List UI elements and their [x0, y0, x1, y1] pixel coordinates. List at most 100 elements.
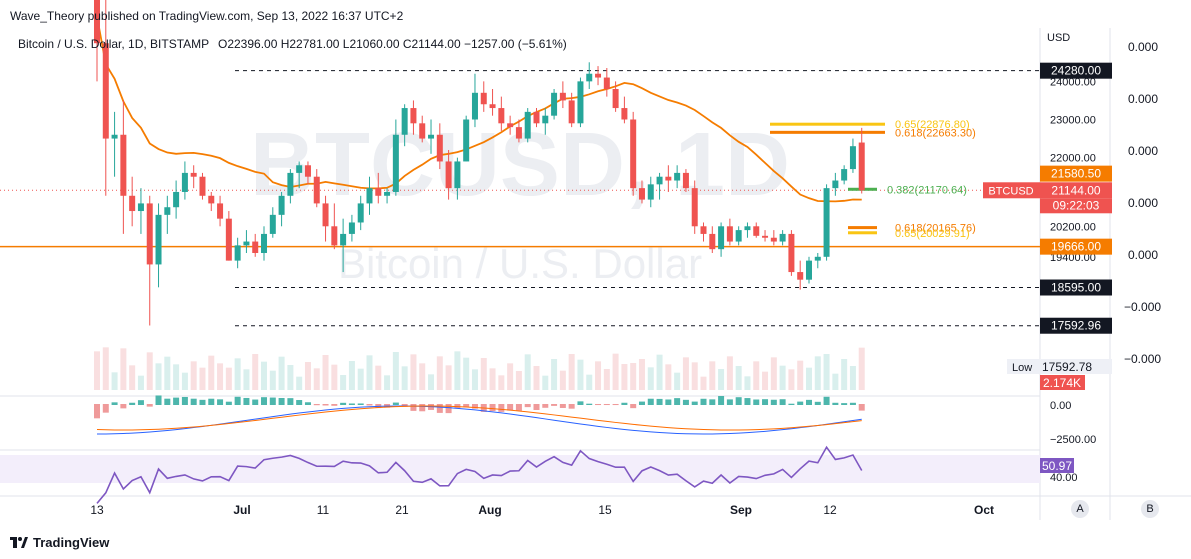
candle-body [384, 191, 391, 196]
candle-body [841, 169, 848, 181]
candle-body [173, 191, 180, 208]
macd-histogram-bar [718, 396, 725, 405]
candle-body [498, 108, 505, 124]
volume-bar [595, 361, 602, 390]
macd-histogram-bar [278, 397, 285, 405]
macd-histogram-bar [621, 402, 628, 405]
candle-body [410, 108, 417, 124]
volume-bar [726, 356, 733, 390]
volume-bar [832, 373, 839, 390]
macd-histogram-bar [805, 399, 812, 405]
macd-histogram-bar [700, 398, 707, 405]
volume-bar [849, 366, 856, 390]
volume-bar [190, 361, 197, 390]
tradingview-icon [10, 537, 28, 548]
price-level-tag [1040, 317, 1112, 334]
volume-bar [471, 369, 478, 390]
volume-bar [498, 375, 505, 390]
auto-scale-button[interactable]: A [1071, 500, 1089, 518]
macd-histogram-bar [436, 404, 443, 413]
macd-histogram-bar [559, 404, 566, 408]
macd-histogram-bar [445, 404, 452, 414]
candle-body [603, 77, 610, 89]
candle-body [480, 92, 487, 105]
candle-body [225, 218, 232, 261]
candle-body [419, 123, 426, 139]
candle-body [331, 226, 338, 246]
volume-bar [278, 356, 285, 390]
macd-histogram-bar [779, 399, 786, 405]
macd-histogram-bar [225, 401, 232, 405]
macd-histogram-bar [770, 399, 777, 405]
macd-histogram-bar [709, 399, 716, 405]
volume-bar [524, 354, 531, 390]
candle-body [797, 272, 804, 280]
candle-body [348, 222, 355, 234]
candle-body [471, 92, 478, 120]
tradingview-logo[interactable]: TradingView [10, 535, 109, 550]
moving-average-line [96, 16, 862, 203]
candle-body [832, 180, 839, 189]
currency-label[interactable]: USD [1047, 32, 1071, 44]
candle-body [463, 119, 470, 162]
volume-bar [419, 363, 426, 390]
candle-body [287, 172, 294, 196]
candle-body [94, 0, 100, 44]
macd-histogram-bar [296, 400, 303, 405]
macd-histogram-bar [691, 401, 698, 405]
volume-bar [296, 376, 303, 390]
volume-bar [463, 357, 470, 390]
volume-bar [269, 370, 276, 390]
log-scale-button[interactable]: B [1141, 500, 1159, 518]
macd-line [96, 405, 862, 435]
candle-body [340, 233, 347, 246]
macd-histogram-bar [252, 399, 259, 405]
volume-bar [770, 357, 777, 390]
macd-histogram-bar [841, 403, 848, 405]
fib-level-bar [770, 130, 885, 134]
volume-bar [709, 361, 716, 390]
volume-bar [137, 375, 144, 390]
macd-histogram-bar [331, 404, 338, 406]
brand-name: TradingView [33, 535, 110, 550]
macd-histogram-bar [823, 396, 830, 405]
symbol-tag-label: BTCUSD [988, 185, 1033, 197]
macd-histogram-bar [111, 402, 118, 405]
volume-bar [366, 355, 373, 390]
volume-bar [638, 359, 645, 390]
candle-body [515, 127, 522, 139]
candle-body [691, 188, 698, 227]
candle-body [726, 226, 733, 242]
symbol-title: Bitcoin / U.S. Dollar, 1D, BITSTAMP [18, 37, 210, 51]
candle-body [656, 176, 663, 185]
time-tick-label: 12 [823, 503, 837, 517]
volume-bar [612, 353, 619, 390]
secondary-scale-label: 0.000 [1128, 92, 1158, 106]
volume-bar [243, 369, 250, 390]
publisher-info: Wave_Theory published on TradingView.com… [10, 9, 404, 23]
candle-body [630, 119, 637, 189]
volume-bar [805, 367, 812, 390]
candle-body [155, 214, 162, 265]
price-level-tag [1040, 62, 1112, 79]
price-tick-label: 19400.00 [1050, 252, 1096, 264]
secondary-scale-label: 0.000 [1128, 196, 1158, 210]
candle-body [322, 203, 329, 227]
volume-bar [252, 354, 259, 390]
volume-bar [779, 365, 786, 390]
ohlc-readout: O22396.00 H22781.00 L21060.00 C21144.00 … [218, 37, 567, 51]
candle-body [120, 134, 127, 196]
volume-value: 2.174K [1043, 376, 1081, 390]
time-tick-label: Sep [730, 503, 752, 517]
volume-bar [173, 364, 180, 390]
candle-body [647, 184, 654, 200]
volume-bar [436, 356, 443, 390]
volume-bar [718, 369, 725, 390]
volume-bar [199, 367, 206, 390]
volume-bar [375, 365, 382, 390]
price-tick-label: 22000.00 [1050, 153, 1096, 165]
macd-histogram-bar [788, 403, 795, 405]
volume-bar [489, 368, 496, 390]
candle-body [392, 134, 399, 192]
